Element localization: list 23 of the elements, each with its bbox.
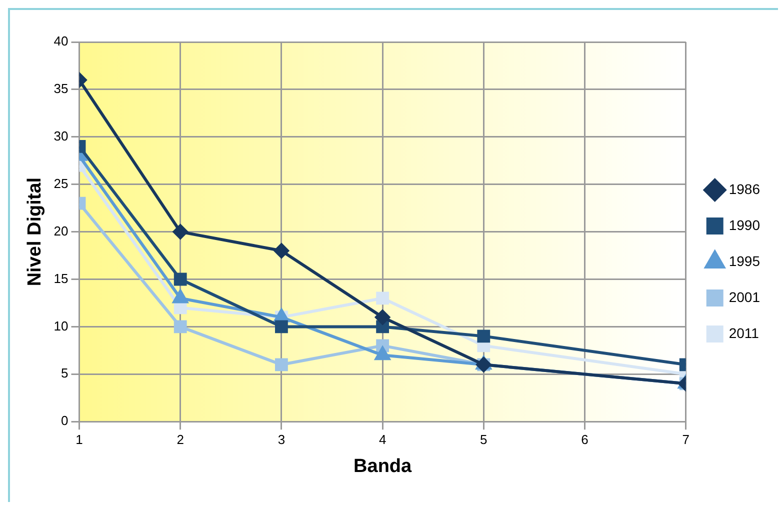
y-tick-label: 15: [54, 270, 68, 286]
x-tick-label: 7: [682, 432, 690, 447]
y-tick-label: 30: [54, 128, 68, 144]
y-axis-title: Nivel Digital: [24, 177, 46, 286]
x-tick-label: 1: [76, 432, 83, 447]
y-tick-label: 20: [54, 223, 68, 238]
legend-label: 1986: [728, 180, 760, 197]
legend-label: 2001: [728, 288, 760, 305]
x-tick-label: 6: [581, 432, 588, 447]
x-tick-label: 2: [176, 432, 184, 447]
x-tick-label: 4: [378, 432, 386, 447]
legend-label: 2011: [728, 324, 760, 341]
y-tick-label: 10: [54, 318, 68, 334]
y-tick-label: 0: [61, 413, 68, 428]
legend-label: 1990: [728, 216, 760, 233]
x-tick-label: 3: [278, 432, 286, 447]
y-tick-label: 35: [54, 81, 68, 96]
legend-label: 1995: [728, 252, 760, 269]
y-tick-label: 5: [61, 366, 68, 381]
x-tick-label: 5: [480, 432, 488, 447]
y-tick-label: 25: [54, 176, 68, 191]
x-axis-title: Banda: [354, 456, 412, 477]
y-tick-label: 40: [54, 34, 68, 49]
